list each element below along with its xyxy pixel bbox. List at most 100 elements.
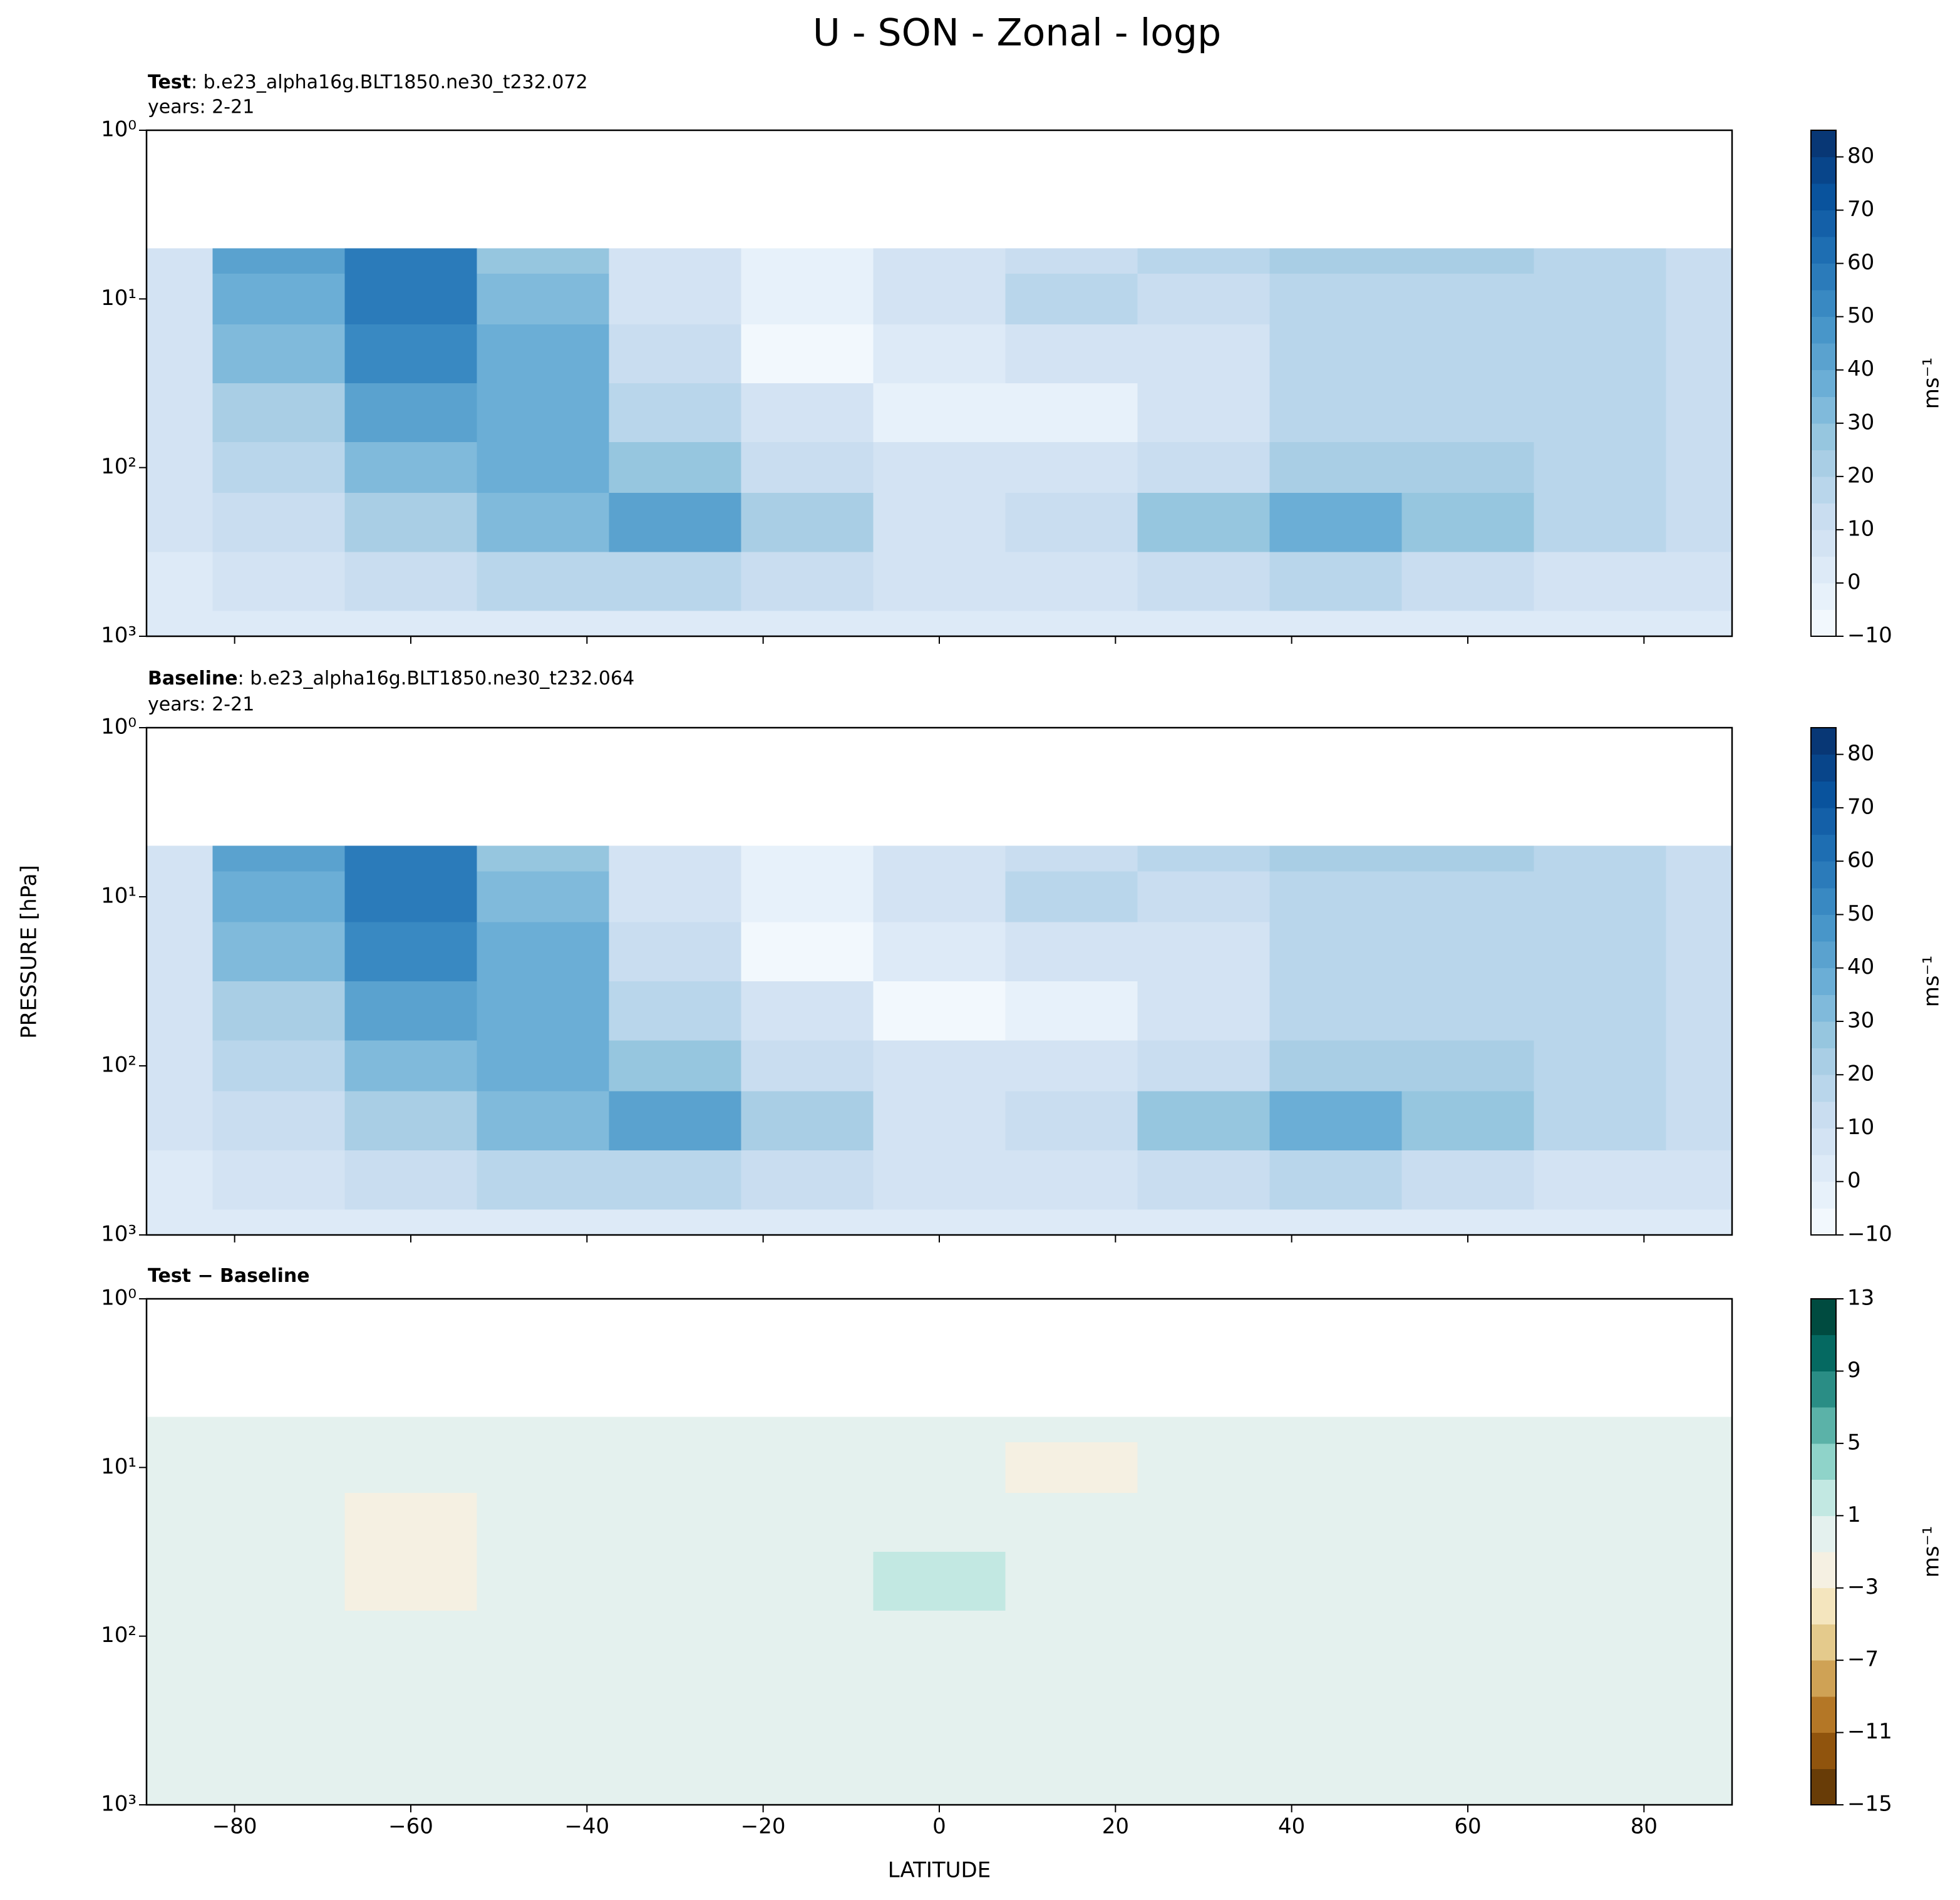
panel-title-bold: Test — [148, 71, 191, 93]
colorbar-tick-label: 40 — [1847, 954, 1874, 979]
contour-cell — [873, 1552, 1006, 1611]
contour-cell — [1666, 845, 1733, 872]
contour-cell — [212, 1720, 345, 1780]
contour-cell — [1401, 383, 1534, 443]
panel-title-rest: : b.e23_alpha16g.BLT1850.ne30_t232.072 — [191, 71, 588, 93]
contour-cell — [344, 248, 477, 274]
contour-cell — [1137, 1611, 1270, 1662]
contour-cell — [609, 324, 741, 384]
contour-cell — [1137, 1720, 1270, 1780]
contour-cell — [609, 871, 741, 923]
contour-cell — [1269, 1661, 1402, 1721]
contour-cell — [1269, 1150, 1402, 1210]
contour-cell — [1401, 442, 1534, 493]
y-tick-label: 10¹ — [101, 1454, 137, 1479]
colorbar — [1811, 728, 1836, 1236]
contour-cell — [1137, 1091, 1270, 1151]
colorbar-segment — [1811, 1021, 1836, 1049]
contour-cell — [212, 248, 345, 274]
colorbar-segment — [1811, 1660, 1836, 1697]
y-tick-label: 10³ — [101, 1222, 137, 1247]
contour-cell — [1666, 1661, 1733, 1721]
contour-cell — [212, 324, 345, 384]
contour-cell — [344, 1552, 477, 1611]
contour-cell — [1005, 1720, 1138, 1780]
contour-cell — [344, 1720, 477, 1780]
contour-cell — [1666, 981, 1733, 1041]
contour-cell — [873, 1611, 1006, 1662]
colorbar-tick-label: 0 — [1847, 569, 1861, 594]
contour-cell — [344, 981, 477, 1041]
contour-cell — [1005, 1442, 1138, 1494]
contour-cell — [344, 1661, 477, 1721]
contour-cell — [1137, 1209, 1270, 1236]
colorbar-segment — [1811, 369, 1836, 397]
contour-cell — [609, 383, 741, 443]
colorbar-segment — [1811, 1128, 1836, 1155]
contour-cell — [147, 1492, 213, 1552]
colorbar-tick-label: 10 — [1847, 516, 1874, 541]
colorbar-segment — [1811, 343, 1836, 371]
contour-field — [147, 248, 1733, 637]
contour-cell — [212, 1492, 345, 1552]
x-tick-label: 80 — [1631, 1814, 1658, 1839]
contour-cell — [1534, 1492, 1666, 1552]
contour-cell — [741, 248, 874, 274]
contour-cell — [609, 1209, 741, 1236]
contour-cell — [344, 1417, 477, 1443]
contour-cell — [147, 1611, 213, 1662]
colorbar-segment — [1811, 834, 1836, 862]
colorbar-segment — [1811, 1732, 1836, 1769]
colorbar-segment — [1811, 754, 1836, 782]
contour-cell — [344, 1442, 477, 1494]
colorbar-segment — [1811, 183, 1836, 211]
contour-cell — [1401, 922, 1534, 982]
contour-cell — [873, 922, 1006, 982]
contour-field — [147, 1417, 1733, 1805]
colorbar-segment — [1811, 1371, 1836, 1408]
colorbar-frame — [1810, 130, 1837, 637]
contour-cell — [1666, 273, 1733, 325]
colorbar-segment — [1811, 130, 1836, 158]
x-tick-label: −60 — [388, 1814, 433, 1839]
contour-cell — [1534, 1779, 1666, 1805]
colorbar-frame — [1810, 727, 1837, 1236]
colorbar-segment — [1811, 423, 1836, 450]
contour-cell — [1137, 1417, 1270, 1443]
colorbar-tick-label: 60 — [1847, 250, 1874, 275]
contour-cell — [1269, 383, 1402, 443]
contour-cell — [1401, 1442, 1534, 1494]
contour-cell — [1005, 1552, 1138, 1611]
contour-cell — [609, 493, 741, 552]
contour-cell — [741, 1720, 874, 1780]
contour-cell — [147, 845, 213, 872]
colorbar-segment — [1811, 476, 1836, 503]
colorbar-tick-label: 30 — [1847, 1008, 1874, 1033]
contour-cell — [1269, 1779, 1402, 1805]
contour-cell — [609, 1150, 741, 1210]
contour-field — [147, 845, 1733, 1236]
contour-cell — [609, 981, 741, 1041]
colorbar-segment — [1811, 1696, 1836, 1733]
figure-title: U - SON - Zonal - logp — [813, 11, 1221, 55]
contour-cell — [212, 1150, 345, 1210]
y-axis-label: PRESSURE [hPa] — [17, 865, 42, 1038]
colorbar-segment — [1811, 1208, 1836, 1236]
x-tick-label: −20 — [741, 1814, 786, 1839]
contour-cell — [1005, 1417, 1138, 1443]
contour-cell — [1401, 1209, 1534, 1236]
colorbar-tick-label: 10 — [1847, 1115, 1874, 1140]
contour-cell — [477, 611, 609, 637]
contour-cell — [873, 383, 1006, 443]
contour-cell — [609, 1552, 741, 1611]
contour-cell — [344, 922, 477, 982]
contour-cell — [1269, 1040, 1402, 1092]
contour-cell — [1137, 981, 1270, 1041]
contour-cell — [1269, 248, 1402, 274]
colorbar-tick-label: 50 — [1847, 303, 1874, 328]
contour-cell — [1269, 493, 1402, 552]
contour-cell — [212, 493, 345, 552]
colorbar-tick-label: −15 — [1847, 1792, 1892, 1817]
contour-cell — [1401, 845, 1534, 872]
contour-cell — [873, 845, 1006, 872]
